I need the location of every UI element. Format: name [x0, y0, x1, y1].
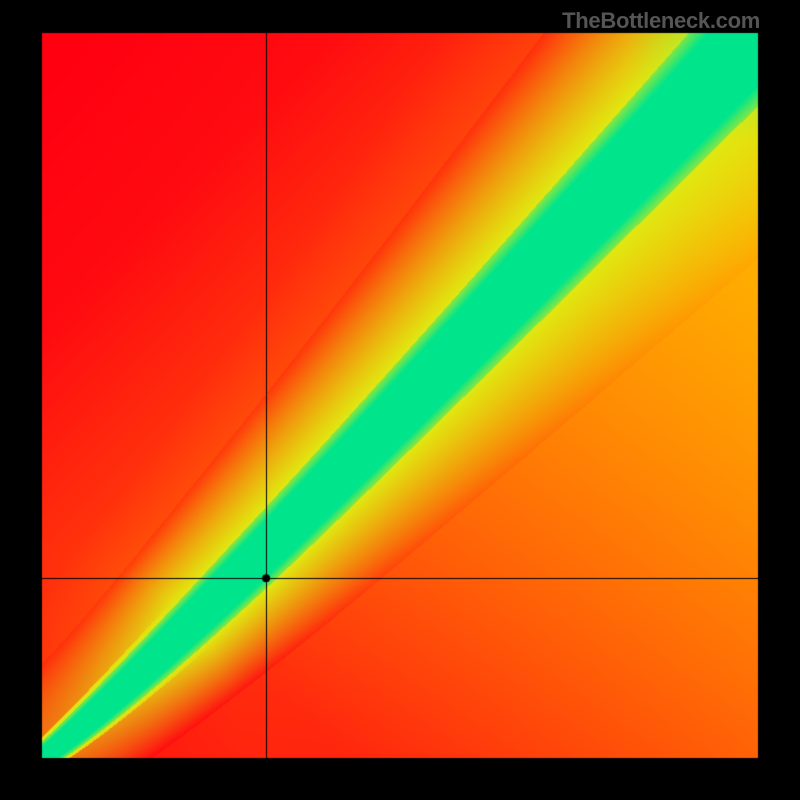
- chart-container: TheBottleneck.com: [0, 0, 800, 800]
- watermark-text: TheBottleneck.com: [562, 8, 760, 34]
- bottleneck-heatmap: [0, 0, 800, 800]
